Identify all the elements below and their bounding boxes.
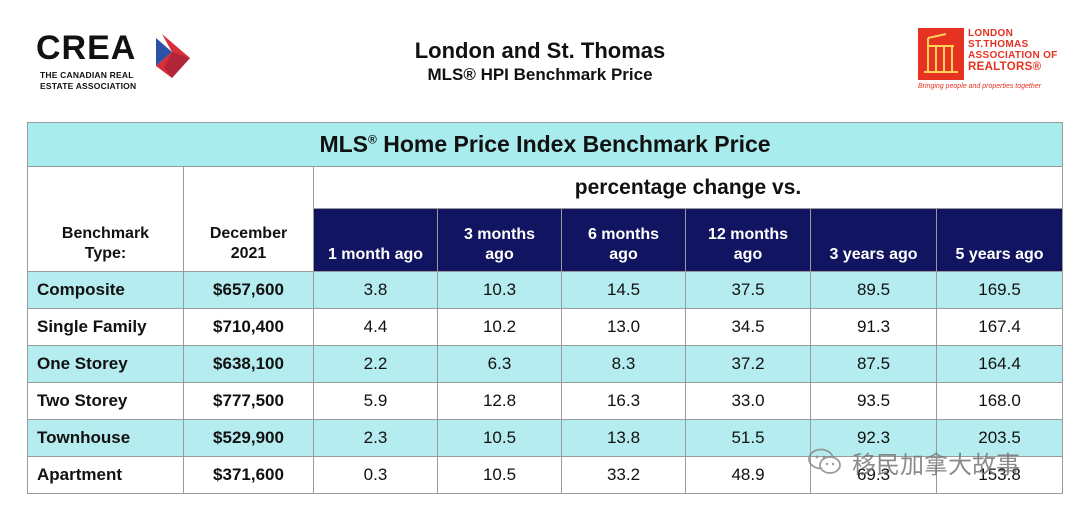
benchmark-type-cell: Townhouse [27,419,184,457]
watermark-text: 移民加拿大故事 [852,451,1020,479]
benchmark-type-cell: Composite [27,271,184,309]
change-cell: 34.5 [685,308,811,346]
table-row: Two Storey $777,500 5.9 12.8 16.3 33.0 9… [27,382,1064,420]
change-cell: 89.5 [810,271,937,309]
period-header: 12 months ago [685,208,811,272]
period-header: 3 months ago [437,208,562,272]
date-header: December 2021 [183,166,314,272]
period-header: 1 month ago [313,208,438,272]
table-row: One Storey $638,100 2.2 6.3 8.3 37.2 87.… [27,345,1064,383]
change-cell: 37.5 [685,271,811,309]
change-cell: 92.3 [810,419,937,457]
change-cell: 2.3 [313,419,438,457]
report-subtitle: MLS® HPI Benchmark Price [427,65,653,84]
period-header-row: 1 month ago 3 months ago 6 months ago 12 m… [28,208,1064,272]
lstar-tagline: Bringing people and properties together [918,83,1041,90]
hpi-benchmark-table: MLS® Home Price Index Benchmark Price Be… [26,122,1064,494]
period-header: 5 years ago [935,208,1064,272]
watermark: 移民加拿大故事 [808,447,1020,479]
period-header: 3 years ago [810,208,937,272]
change-cell: 10.5 [437,419,562,457]
benchmark-type-cell: Two Storey [27,382,184,420]
change-cell: 153.8 [935,456,1064,494]
change-cell: 48.9 [685,456,811,494]
change-cell: 93.5 [810,382,937,420]
change-cell: 12.8 [437,382,562,420]
change-cell: 10.5 [437,456,562,494]
benchmark-type-cell: Single Family [27,308,184,346]
change-cell: 51.5 [685,419,811,457]
table-row: Single Family $710,400 4.4 10.2 13.0 34.… [27,308,1064,346]
change-cell: 10.2 [437,308,562,346]
change-cell: 37.2 [685,345,811,383]
benchmark-type-cell: One Storey [27,345,184,383]
benchmark-price-cell: $657,600 [183,271,314,309]
change-cell: 203.5 [935,419,1064,457]
change-cell: 169.5 [935,271,1064,309]
change-cell: 6.3 [437,345,562,383]
change-cell: 2.2 [313,345,438,383]
benchmark-type-cell: Apartment [27,456,184,494]
report-title: London and St. Thomas [414,38,666,63]
change-cell: 14.5 [561,271,686,309]
change-cell: 13.8 [561,419,686,457]
lstar-building-icon [918,28,964,80]
change-cell: 13.0 [561,308,686,346]
percentage-change-header: percentage change vs. [312,166,1064,209]
change-cell: 8.3 [561,345,686,383]
change-cell: 3.8 [313,271,438,309]
change-cell: 4.4 [313,308,438,346]
table-row: Townhouse $529,900 2.3 10.5 13.8 51.5 92… [27,419,1064,457]
table-caption: MLS® Home Price Index Benchmark Price [26,122,1064,167]
benchmark-price-cell: $529,900 [183,419,314,457]
change-cell: 33.2 [561,456,686,494]
period-header: 6 months ago [561,208,686,272]
crea-diamond-icon [150,32,196,82]
benchmark-price-cell: $777,500 [183,382,314,420]
change-cell: 87.5 [810,345,937,383]
change-cell: 10.3 [437,271,562,309]
wechat-icon [808,448,842,476]
benchmark-price-cell: $638,100 [183,345,314,383]
lstar-logo: LONDON ST.THOMAS ASSOCIATION OF REALTORS… [918,28,1058,94]
benchmark-price-cell: $371,600 [183,456,314,494]
change-cell: 167.4 [935,308,1064,346]
hpi-table-container: MLS® Home Price Index Benchmark Price Be… [26,122,1064,494]
change-cell: 16.3 [561,382,686,420]
lstar-logo-text: LONDON ST.THOMAS ASSOCIATION OF REALTORS… [968,28,1058,73]
change-cell: 91.3 [810,308,937,346]
change-cell: 164.4 [935,345,1064,383]
crea-logo: CREA THE CANADIAN REAL ESTATE ASSOCIATIO… [36,30,196,94]
change-cell: 5.9 [313,382,438,420]
table-row: Composite $657,600 3.8 10.3 14.5 37.5 89… [27,271,1064,309]
change-cell: 33.0 [685,382,811,420]
table-row: Apartment $371,600 0.3 10.5 33.2 48.9 69… [27,456,1064,494]
benchmark-price-cell: $710,400 [183,308,314,346]
benchmark-type-header: Benchmark Type: [27,166,184,272]
change-cell: 0.3 [313,456,438,494]
crea-logo-word: CREA [36,29,137,67]
change-cell: 168.0 [935,382,1064,420]
crea-logo-subtitle: THE CANADIAN REAL ESTATE ASSOCIATION [40,70,137,91]
